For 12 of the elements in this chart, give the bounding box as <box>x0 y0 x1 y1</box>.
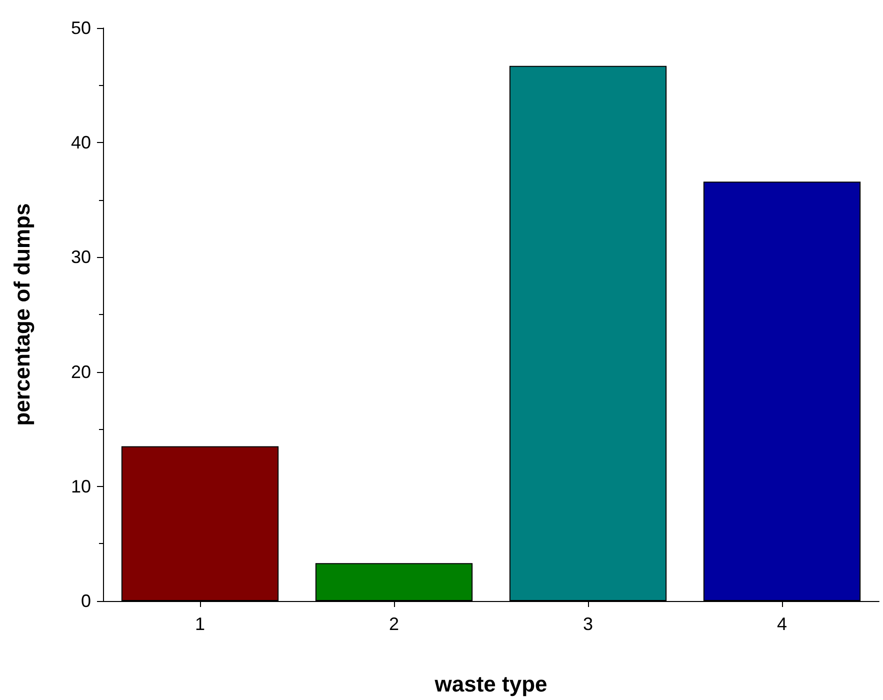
y-axis-title: percentage of dumps <box>10 203 34 426</box>
x-tick-label: 2 <box>388 614 400 634</box>
y-tick-label: 30 <box>70 247 91 268</box>
y-tick-label: 0 <box>80 591 91 611</box>
y-tick-label: 50 <box>70 18 91 38</box>
x-axis-title: waste type <box>434 672 548 696</box>
x-tick-label: 1 <box>194 614 206 634</box>
y-tick-label: 20 <box>70 362 91 382</box>
y-tick-label: 40 <box>70 132 91 153</box>
x-tick-label: 3 <box>582 614 594 634</box>
x-tick-label: 4 <box>776 614 788 634</box>
y-tick-label: 10 <box>70 476 91 496</box>
